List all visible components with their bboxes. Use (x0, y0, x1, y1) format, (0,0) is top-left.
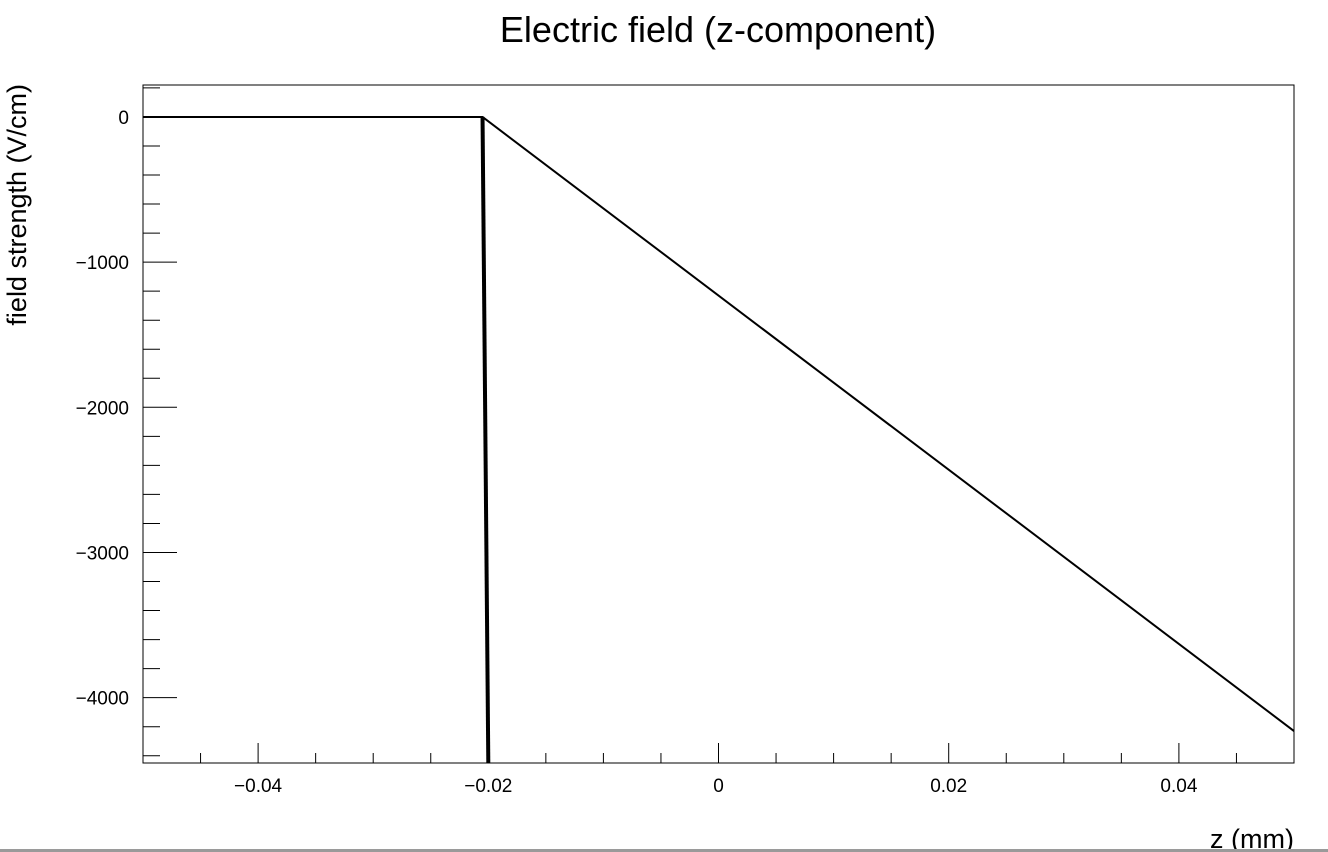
series-line-2 (480, 116, 491, 764)
y-axis-title: field strength (V/cm) (2, 84, 32, 326)
bottom-strip (0, 849, 1328, 852)
tick-labels-layer: −0.04 −0.02 0 0.02 0.04 0 −1000 −2000 −3000 −4000 (76, 108, 1198, 797)
x-tick-label: 0.04 (1160, 776, 1197, 797)
plot-frame (142, 84, 1295, 764)
series-layer (143, 115, 1295, 764)
chart-title: Electric field (z-component) (500, 9, 936, 50)
x-tick-label: −0.02 (464, 776, 512, 797)
y-tick-label: −1000 (76, 253, 129, 274)
y-tick-label: 0 (118, 108, 129, 129)
x-tick-label: 0 (713, 776, 724, 797)
y-tick-label: −3000 (76, 543, 129, 564)
ticks-layer (142, 87, 1295, 763)
y-tick-label: −2000 (76, 398, 129, 419)
series-line-1 (143, 115, 1295, 732)
x-tick-label: 0.02 (930, 776, 967, 797)
y-tick-label: −4000 (76, 689, 129, 710)
x-axis-title: z (mm) (1210, 824, 1294, 852)
x-tick-label: −0.04 (234, 776, 283, 797)
